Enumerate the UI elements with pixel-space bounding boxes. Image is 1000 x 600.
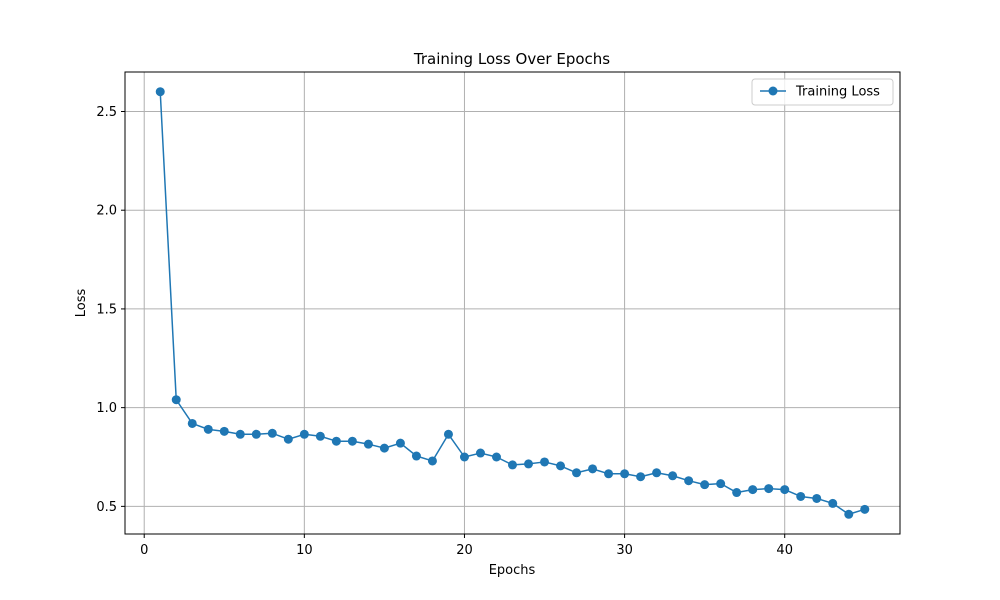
legend-label: Training Loss xyxy=(795,85,880,100)
data-point xyxy=(331,436,341,446)
data-point xyxy=(764,484,774,494)
data-point xyxy=(668,471,678,481)
data-point xyxy=(219,426,229,436)
data-point xyxy=(796,491,806,501)
axis-ticks: 0 10 20 30 40 0.5 1.0 1.5 2.0 2.5 xyxy=(96,105,793,558)
x-tick-label: 10 xyxy=(296,543,313,558)
y-tick-label: 2.5 xyxy=(96,105,117,120)
data-point xyxy=(652,468,662,478)
data-point xyxy=(459,452,469,462)
data-point xyxy=(171,395,181,405)
x-axis-label: Epochs xyxy=(489,563,536,578)
x-tick-label: 30 xyxy=(616,543,633,558)
data-point xyxy=(379,443,389,453)
grid-lines xyxy=(125,72,900,534)
data-point xyxy=(395,438,405,448)
data-point xyxy=(524,459,534,469)
y-tick-label: 0.5 xyxy=(96,500,117,515)
data-point xyxy=(347,436,357,446)
x-tick-label: 40 xyxy=(776,543,793,558)
data-point xyxy=(508,460,517,470)
plot-frame xyxy=(124,71,901,535)
data-point xyxy=(203,424,213,434)
data-point xyxy=(267,428,277,438)
data-point xyxy=(187,418,197,428)
legend: Training Loss xyxy=(751,78,894,106)
data-point xyxy=(812,493,822,503)
data-point xyxy=(235,429,245,439)
data-point xyxy=(491,452,501,462)
data-point xyxy=(780,485,790,495)
data-point xyxy=(427,456,437,466)
data-point xyxy=(299,429,309,439)
data-point xyxy=(475,448,485,458)
data-point xyxy=(588,464,598,474)
y-axis-label: Loss xyxy=(74,289,89,318)
data-point xyxy=(540,457,550,467)
data-point xyxy=(283,434,293,444)
series-line xyxy=(159,91,865,516)
x-tick-label: 20 xyxy=(456,543,473,558)
data-point xyxy=(684,476,694,486)
y-tick-label: 1.0 xyxy=(96,401,117,416)
data-point xyxy=(443,429,453,439)
data-point xyxy=(604,469,614,479)
data-point xyxy=(700,480,710,490)
chart-title: Training Loss Over Epochs xyxy=(413,50,610,68)
data-point xyxy=(636,472,646,482)
data-point xyxy=(748,485,758,495)
data-point xyxy=(251,429,261,439)
data-point xyxy=(155,87,165,97)
data-point xyxy=(620,469,630,479)
data-point xyxy=(411,451,421,461)
data-point xyxy=(363,439,373,449)
x-tick-label: 0 xyxy=(140,543,148,558)
y-tick-label: 2.0 xyxy=(96,204,117,219)
data-point xyxy=(828,498,838,508)
legend-box xyxy=(751,78,894,106)
series-layer xyxy=(155,87,870,519)
data-point xyxy=(572,468,582,478)
data-point xyxy=(860,504,870,514)
data-point xyxy=(844,509,854,519)
data-point xyxy=(556,461,566,471)
data-point xyxy=(732,488,742,498)
y-tick-label: 1.5 xyxy=(96,302,117,317)
data-point xyxy=(716,479,726,489)
data-point xyxy=(315,431,325,441)
legend-marker-swatch xyxy=(768,86,778,96)
